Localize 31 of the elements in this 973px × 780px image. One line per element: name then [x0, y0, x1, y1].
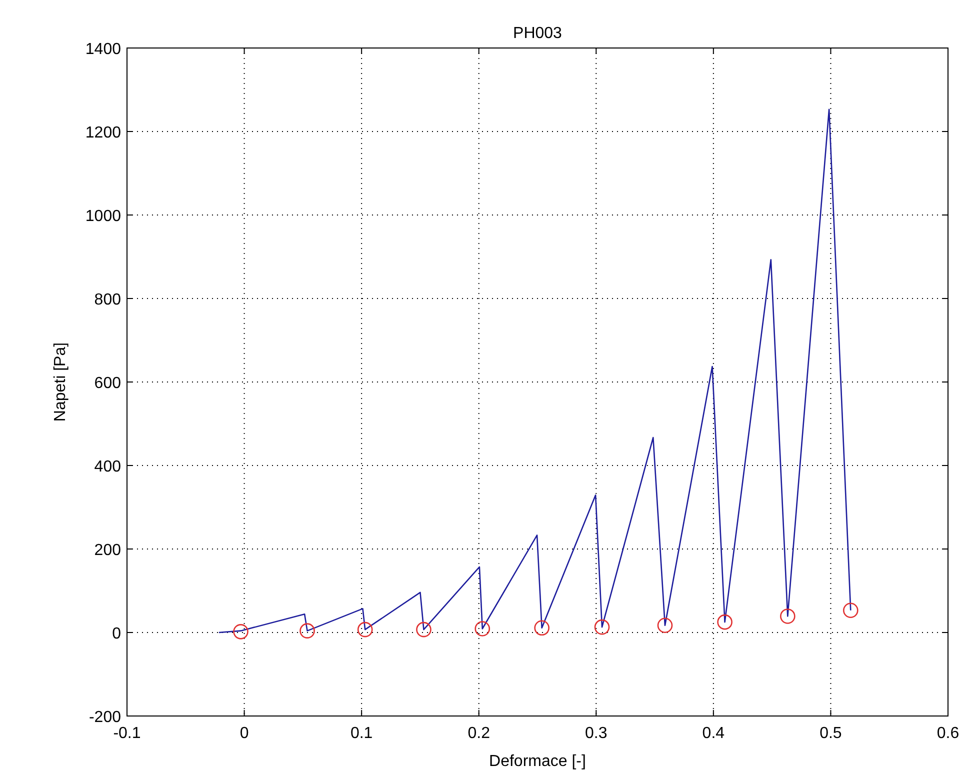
y-tick-label: 0 [112, 626, 122, 642]
point [534, 620, 550, 636]
x-axis-title: Deformace [-] [489, 753, 586, 770]
x-tick-label: 0.3 [585, 725, 608, 742]
point [357, 622, 373, 638]
y-tick-label: -200 [88, 709, 122, 726]
point [657, 618, 673, 634]
x-tick-label: 0.1 [350, 725, 373, 742]
point [300, 623, 315, 638]
point [780, 608, 796, 624]
y-tick-label: 200 [94, 542, 122, 559]
y-tick-label: 1200 [85, 124, 122, 142]
x-tick-label: 0.6 [936, 725, 960, 742]
x-tick-label: 0.5 [820, 725, 842, 742]
x-tick-label: 0.2 [468, 725, 490, 742]
point [416, 622, 432, 638]
chart-title: PH003 [513, 25, 562, 42]
y-axis-title: Napeti [Pa] [52, 342, 69, 422]
x-tick-label: 0.4 [702, 725, 725, 742]
point [594, 619, 610, 635]
y-tick-label: 600 [94, 375, 122, 392]
point [474, 621, 490, 636]
y-tick-label: 1400 [85, 41, 122, 58]
y-tick-label: 800 [94, 292, 122, 308]
y-tick-label: 1000 [85, 208, 122, 225]
point [233, 624, 248, 640]
x-tick-label: -0.1 [113, 725, 141, 742]
point [717, 614, 732, 630]
x-tick-label: 0 [240, 725, 249, 742]
point [843, 602, 858, 618]
y-tick-label: 400 [94, 458, 122, 476]
